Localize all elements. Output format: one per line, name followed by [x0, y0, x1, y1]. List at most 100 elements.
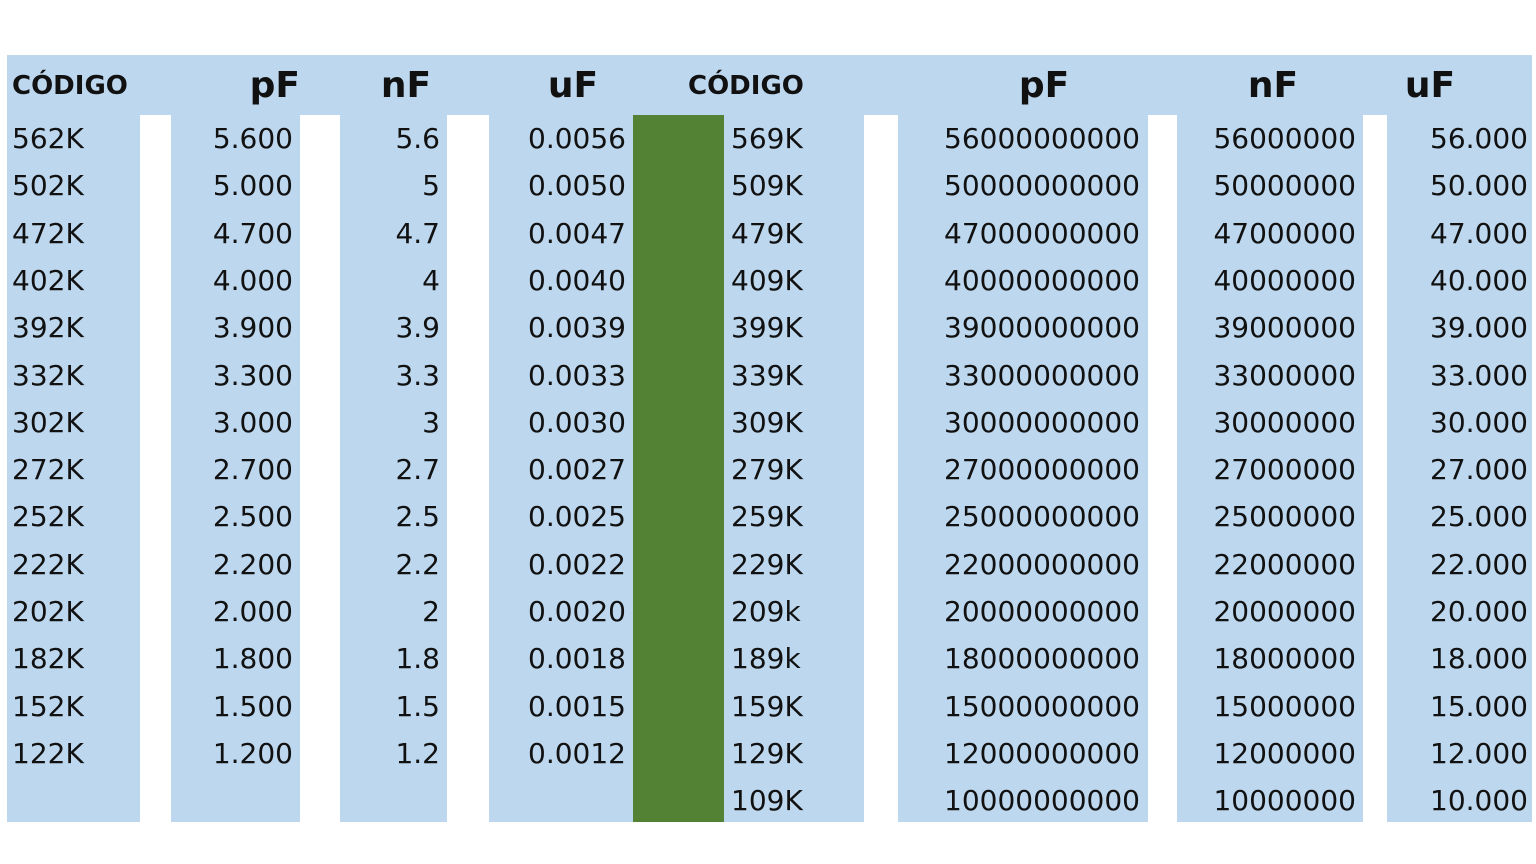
table-cell: 259K — [731, 500, 803, 534]
table-cell: 562K — [12, 122, 84, 155]
table-cell: 40000000 — [1213, 263, 1356, 297]
table-cell: 50000000000 — [944, 169, 1140, 203]
table-cell: 0.0027 — [528, 453, 626, 487]
table-cell: 3.9 — [395, 311, 440, 345]
table-cell: 22.000 — [1430, 547, 1528, 581]
table-cell: 129K — [731, 736, 803, 770]
table-cell: 222K — [12, 547, 84, 581]
column-header: uF — [1404, 65, 1456, 106]
table-cell: 33000000 — [1213, 358, 1356, 392]
table-cell: 4.000 — [212, 263, 293, 297]
table-cell: 40.000 — [1430, 263, 1528, 297]
table-cell: 399K — [731, 311, 803, 345]
table-cell: 229K — [731, 547, 803, 581]
table-cell: 56000000 — [1213, 122, 1356, 155]
column-header: CÓDIGO — [12, 71, 128, 101]
table-cell: 56000000000 — [944, 122, 1140, 155]
table-cell: 5 — [422, 169, 440, 203]
table-cell: 1.800 — [212, 642, 293, 676]
column-header: pF — [249, 65, 300, 106]
table-cell: 509K — [731, 169, 803, 203]
table-cell: 392K — [12, 311, 84, 345]
table-cell: 252K — [12, 500, 84, 534]
table-cell: 1.8 — [395, 642, 440, 676]
table-cell: 339K — [731, 358, 803, 392]
table-cell: 5.6 — [395, 122, 440, 155]
table-cell: 1.200 — [212, 736, 293, 770]
table-cell: 569K — [731, 122, 803, 155]
table-cell: 0.0015 — [528, 689, 626, 723]
table-cell: 2.5 — [395, 500, 440, 534]
table-cell: 15000000 — [1213, 689, 1356, 723]
table-cell: 4 — [422, 263, 440, 297]
header-band — [7, 55, 1532, 115]
table-cell: 182K — [12, 642, 84, 676]
table-cell: 0.0040 — [528, 263, 626, 297]
table-cell: 22000000 — [1213, 547, 1356, 581]
table-cell: 4.700 — [212, 216, 293, 250]
table-cell: 159K — [731, 689, 803, 723]
column-header: nF — [380, 65, 432, 106]
table-cell: 189k — [731, 642, 801, 676]
table-cell: 18000000 — [1213, 642, 1356, 676]
table-cell: 12.000 — [1430, 736, 1528, 770]
table-cell: 152K — [12, 689, 84, 723]
table-cell: 10.000 — [1430, 784, 1528, 818]
table-cell: 2.2 — [395, 547, 440, 581]
column-header: nF — [1247, 65, 1299, 106]
table-cell: 332K — [12, 358, 84, 392]
table-cell: 209k — [731, 595, 801, 628]
table-cell: 20.000 — [1430, 595, 1528, 628]
table-cell: 0.0047 — [528, 216, 626, 250]
table-cell: 30.000 — [1430, 405, 1528, 439]
column-header: pF — [1018, 65, 1070, 106]
table-cell: 39000000000 — [944, 311, 1140, 345]
table-cell: 30000000000 — [944, 405, 1140, 439]
table-cell: 33.000 — [1430, 358, 1528, 392]
table-cell: 0.0022 — [528, 547, 626, 581]
table-cell: 1.500 — [212, 689, 293, 723]
table-cell: 2.7 — [395, 453, 440, 487]
table-cell: 47000000000 — [944, 216, 1140, 250]
table-cell: 20000000 — [1213, 595, 1356, 628]
table-cell: 25.000 — [1430, 500, 1528, 534]
table-cell: 30000000 — [1213, 405, 1356, 439]
table-cell: 402K — [12, 263, 84, 297]
table-cell: 10000000 — [1213, 784, 1356, 818]
column-band — [171, 115, 300, 822]
column-band — [7, 115, 140, 822]
table-cell: 50000000 — [1213, 169, 1356, 203]
table-cell: 39.000 — [1430, 311, 1528, 345]
table-cell: 15.000 — [1430, 689, 1528, 723]
table-cell: 2 — [422, 595, 440, 628]
table-cell: 3.000 — [212, 405, 293, 439]
table-cell: 0.0018 — [528, 642, 626, 676]
column-band — [724, 115, 864, 822]
table-cell: 33000000000 — [944, 358, 1140, 392]
column-band — [1177, 115, 1363, 822]
column-band — [340, 115, 447, 822]
table-cell: 3 — [422, 405, 440, 439]
table-cell: 202K — [12, 595, 84, 628]
table-cell: 2.500 — [212, 500, 293, 534]
table-cell: 2.200 — [212, 547, 293, 581]
table-cell: 18000000000 — [944, 642, 1140, 676]
table-cell: 50.000 — [1430, 169, 1528, 203]
table-cell: 1.2 — [395, 736, 440, 770]
table-cell: 0.0056 — [528, 122, 626, 155]
table-cell: 0.0039 — [528, 311, 626, 345]
table-cell: 15000000000 — [944, 689, 1140, 723]
table-cell: 309K — [731, 405, 803, 439]
table-cell: 302K — [12, 405, 84, 439]
table-cell: 27.000 — [1430, 453, 1528, 487]
table-cell: 5.000 — [212, 169, 293, 203]
table-cell: 122K — [12, 736, 84, 770]
table-cell: 39000000 — [1213, 311, 1356, 345]
table-cell: 109K — [731, 784, 803, 818]
table-cell: 25000000 — [1213, 500, 1356, 534]
table-cell: 20000000000 — [944, 595, 1140, 628]
table-cell: 40000000000 — [944, 263, 1140, 297]
table-cell: 12000000000 — [944, 736, 1140, 770]
table-cell: 1.5 — [395, 689, 440, 723]
